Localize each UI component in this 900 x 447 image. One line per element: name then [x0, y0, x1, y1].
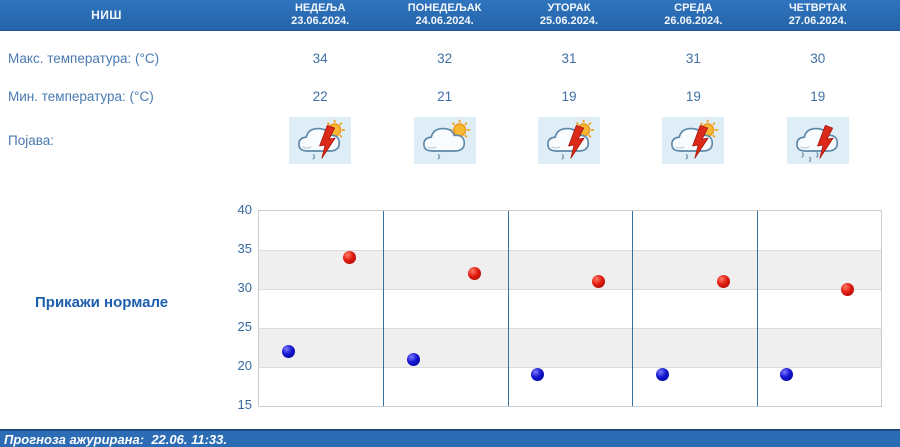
max-temp-row: Макс. температура: (°C) 34 32 31 31 30: [0, 47, 900, 69]
day-date: 26.06.2024.: [664, 15, 723, 27]
day-name: НЕДЕЉА: [294, 2, 346, 14]
y-tick-label-30: 30: [237, 280, 252, 295]
max-temp-point-1: [343, 251, 357, 265]
day-header-4: СРЕДА 26.06.2024.: [631, 0, 755, 30]
min-temp-point-4: [655, 368, 669, 382]
chart-shaded-band-2: [259, 250, 881, 289]
show-normals-button[interactable]: Прикажи нормале: [35, 294, 169, 311]
min-temp-value-4: 19: [685, 88, 701, 104]
min-temp-value-3: 19: [561, 88, 577, 104]
day-date: 24.06.2024.: [415, 15, 474, 27]
max-temp-value-4: 31: [685, 50, 701, 66]
day-name: ЧЕТВРТАК: [788, 2, 847, 14]
phenomenon-cell-2: [382, 114, 506, 166]
phenomenon-cell-4: [631, 114, 755, 166]
day-name: УТОРАК: [547, 2, 591, 14]
sun-cloud-thunder-rain-icon: [289, 116, 352, 164]
day-headers: НЕДЕЉА 23.06.2024. ПОНЕДЕЉАК 24.06.2024. УТО…: [258, 0, 880, 30]
day-date: 25.06.2024.: [539, 15, 599, 27]
chart-gridline-35: [259, 250, 881, 251]
temperature-chart: [258, 210, 882, 407]
y-tick-label-15: 15: [237, 397, 252, 412]
day-name: ПОНЕДЕЉАК: [407, 2, 482, 14]
chart-day-separator-2: [507, 211, 509, 406]
chart-day-separator-3: [632, 211, 634, 406]
day-name: СРЕДА: [674, 2, 713, 14]
phenomenon-cell-1: [258, 114, 382, 166]
phenomenon-cell-3: [507, 114, 631, 166]
max-temp-value-2: 32: [437, 50, 453, 66]
chart-day-separator-4: [756, 211, 758, 406]
chart-gridline-20: [259, 367, 881, 368]
min-temp-value-1: 22: [312, 88, 328, 104]
y-tick-label-35: 35: [237, 241, 252, 256]
min-temp-point-2: [406, 352, 420, 366]
min-temp-point-1: [282, 344, 296, 358]
phenomenon-label: Појава:: [8, 132, 54, 148]
sun-cloud-thunder-rain-icon: [662, 116, 725, 164]
day-header-5: ЧЕТВРТАК 27.06.2024.: [756, 0, 880, 30]
table-header-bar: НИШ НЕДЕЉА 23.06.2024. ПОНЕДЕЉАК 24.06.2024…: [0, 0, 900, 31]
min-temp-value-5: 19: [810, 88, 826, 104]
phenomenon-row: Појава:: [0, 114, 900, 166]
max-temp-value-5: 30: [810, 50, 826, 66]
chart-gridline-25: [259, 328, 881, 329]
max-temp-value-1: 34: [312, 50, 328, 66]
city-header: НИШ: [91, 8, 122, 22]
min-temp-row: Мин. температура: (°C) 22 21 19 19 19: [0, 85, 900, 107]
day-date: 23.06.2024.: [291, 15, 350, 27]
day-header-3: УТОРАК 25.06.2024.: [507, 0, 631, 30]
y-tick-label-40: 40: [237, 202, 252, 217]
min-temp-label: Мин. температура: (°C): [8, 88, 154, 104]
sun-cloud-rain-icon: [413, 116, 476, 164]
min-temp-value-2: 21: [437, 88, 453, 104]
max-temp-point-2: [467, 266, 481, 280]
chart-day-separator-1: [383, 211, 385, 406]
forecast-updated-text: Прогноза ажурирана: 22.06. 11:33.: [4, 432, 227, 447]
max-temp-point-4: [716, 274, 730, 288]
day-header-1: НЕДЕЉА 23.06.2024.: [258, 0, 382, 30]
min-temp-point-3: [531, 368, 545, 382]
max-temp-value-3: 31: [561, 50, 577, 66]
chart-shaded-band-1: [259, 328, 881, 367]
cloud-thunder-rain-icon: [786, 116, 849, 164]
min-temp-point-5: [779, 368, 793, 382]
max-temp-point-5: [840, 282, 854, 296]
max-temp-point-3: [592, 274, 606, 288]
max-temp-label: Макс. температура: (°C): [8, 50, 160, 66]
y-tick-label-20: 20: [237, 358, 252, 373]
day-header-2: ПОНЕДЕЉАК 24.06.2024.: [382, 0, 506, 30]
phenomenon-cell-5: [756, 114, 880, 166]
footer-status-bar: Прогноза ажурирана: 22.06. 11:33.: [0, 429, 900, 447]
sun-cloud-thunder-rain-icon: [537, 116, 600, 164]
chart-gridline-30: [259, 289, 881, 290]
y-tick-label-25: 25: [237, 319, 252, 334]
day-date: 27.06.2024.: [788, 15, 847, 27]
